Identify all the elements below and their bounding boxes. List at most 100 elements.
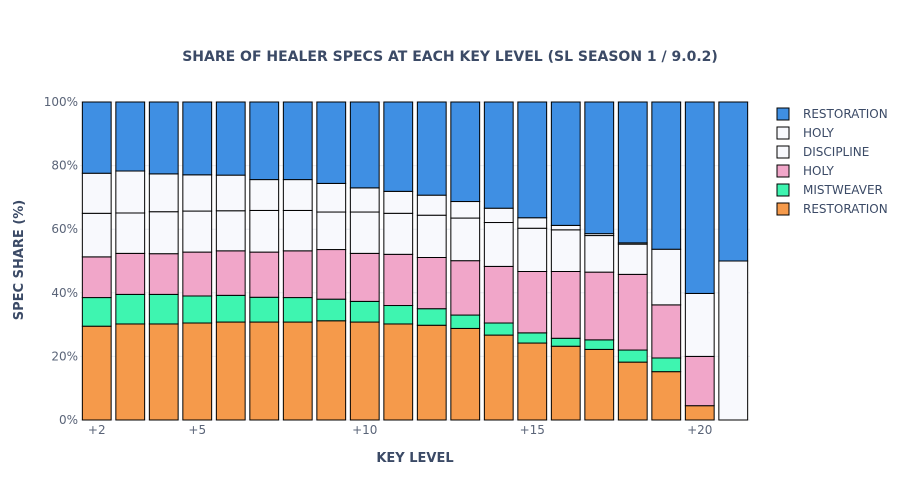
bar-segment-3-+11[interactable] — [383, 212, 414, 255]
bar-segment-4-+8[interactable] — [282, 179, 313, 211]
bar-segment-2-+7[interactable] — [249, 251, 280, 298]
bar-segment-2-+9[interactable] — [316, 249, 347, 300]
bar-segment-3-+14[interactable] — [483, 222, 514, 267]
bar-segment-0-+3[interactable] — [115, 323, 146, 421]
bar-segment-5-+14[interactable] — [483, 101, 514, 209]
bar-segment-3-+10[interactable] — [349, 211, 380, 254]
bar-segment-4-+16[interactable] — [550, 224, 581, 231]
bar-segment-1-+4[interactable] — [148, 293, 179, 325]
bar-segment-1-+6[interactable] — [215, 294, 246, 323]
bar-segment-3-+2[interactable] — [81, 212, 112, 258]
bar-segment-1-+12[interactable] — [416, 308, 447, 326]
bar-segment-2-+6[interactable] — [215, 250, 246, 296]
bar-segment-0-+10[interactable] — [349, 321, 380, 421]
bar-segment-2-+10[interactable] — [349, 252, 380, 302]
bar-segment-3-+9[interactable] — [316, 211, 347, 251]
bar-segment-3-+4[interactable] — [148, 211, 179, 255]
bar-segment-3-+16[interactable] — [550, 229, 581, 272]
bar-segment-4-+11[interactable] — [383, 190, 414, 214]
bar-segment-1-+17[interactable] — [584, 339, 615, 350]
bar-segment-0-+12[interactable] — [416, 324, 447, 421]
legend-item[interactable]: DISCIPLINE — [776, 145, 869, 159]
bar-segment-1-+8[interactable] — [282, 297, 313, 323]
bar-segment-1-+15[interactable] — [517, 332, 548, 344]
bar-segment-4-+15[interactable] — [517, 217, 548, 229]
bar-segment-5-+9[interactable] — [316, 101, 347, 184]
bar-segment-1-+2[interactable] — [81, 297, 112, 327]
bar-segment-2-+19[interactable] — [651, 304, 682, 359]
bar-segment-2-+17[interactable] — [584, 271, 615, 341]
bar-segment-4-+6[interactable] — [215, 174, 246, 212]
bar-segment-5-+13[interactable] — [450, 101, 481, 203]
bar-segment-5-+17[interactable] — [584, 101, 615, 235]
bar-segment-5-+19[interactable] — [651, 101, 682, 250]
bar-segment-4-+12[interactable] — [416, 194, 447, 216]
bar-segment-2-+15[interactable] — [517, 270, 548, 334]
bar-segment-0-+19[interactable] — [651, 371, 682, 421]
bar-segment-4-+3[interactable] — [115, 170, 146, 214]
bar-segment-5-+4[interactable] — [148, 101, 179, 175]
bar-segment-1-+9[interactable] — [316, 298, 347, 322]
bar-segment-1-+16[interactable] — [550, 337, 581, 347]
bar-segment-0-+11[interactable] — [383, 323, 414, 421]
bar-segment-4-+21[interactable] — [718, 260, 749, 421]
bar-segment-5-+2[interactable] — [81, 101, 112, 174]
bar-segment-1-+7[interactable] — [249, 296, 280, 323]
bar-segment-1-+13[interactable] — [450, 314, 481, 329]
bar-segment-5-+11[interactable] — [383, 101, 414, 192]
bars[interactable] — [81, 101, 749, 421]
bar-segment-3-+8[interactable] — [282, 209, 313, 252]
bar-segment-3-+5[interactable] — [182, 210, 213, 253]
legend[interactable]: RESTORATION HOLY DISCIPLINE HOLY MISTWEAVER R… — [776, 107, 888, 216]
bar-segment-0-+7[interactable] — [249, 321, 280, 421]
bar-segment-3-+19[interactable] — [651, 248, 682, 306]
bar-segment-4-+14[interactable] — [483, 207, 514, 224]
bar-segment-1-+10[interactable] — [349, 300, 380, 323]
bar-segment-1-+11[interactable] — [383, 305, 414, 325]
bar-segment-1-+19[interactable] — [651, 357, 682, 373]
legend-item[interactable]: HOLY — [776, 164, 835, 178]
bar-segment-0-+15[interactable] — [517, 342, 548, 421]
bar-segment-5-+6[interactable] — [215, 101, 246, 176]
bar-segment-4-+5[interactable] — [182, 174, 213, 212]
bar-segment-2-+2[interactable] — [81, 256, 112, 299]
bar-segment-0-+9[interactable] — [316, 320, 347, 421]
bar-segment-2-+16[interactable] — [550, 270, 581, 339]
bar-segment-5-+8[interactable] — [282, 101, 313, 181]
bar-segment-2-+5[interactable] — [182, 251, 213, 297]
bar-segment-0-+2[interactable] — [81, 325, 112, 421]
bar-segment-2-+14[interactable] — [483, 265, 514, 324]
bar-segment-1-+5[interactable] — [182, 295, 213, 324]
bar-segment-0-+20[interactable] — [684, 405, 715, 421]
bar-segment-4-+13[interactable] — [450, 201, 481, 219]
bar-segment-3-+15[interactable] — [517, 227, 548, 272]
bar-segment-0-+5[interactable] — [182, 322, 213, 421]
legend-item[interactable]: RESTORATION — [776, 202, 888, 216]
bar-segment-2-+11[interactable] — [383, 253, 414, 307]
bar-segment-2-+18[interactable] — [617, 273, 648, 351]
bar-segment-2-+13[interactable] — [450, 260, 481, 316]
bar-segment-5-+10[interactable] — [349, 101, 380, 189]
bar-segment-5-+3[interactable] — [115, 101, 146, 172]
bar-segment-4-+20[interactable] — [684, 292, 715, 357]
bar-segment-0-+17[interactable] — [584, 348, 615, 421]
bar-segment-0-+8[interactable] — [282, 321, 313, 421]
bar-segment-5-+16[interactable] — [550, 101, 581, 226]
bar-segment-0-+13[interactable] — [450, 327, 481, 421]
bar-segment-5-+15[interactable] — [517, 101, 548, 219]
bar-segment-4-+4[interactable] — [148, 173, 179, 213]
bar-segment-2-+3[interactable] — [115, 252, 146, 295]
bar-segment-0-+18[interactable] — [617, 361, 648, 421]
bar-segment-2-+4[interactable] — [148, 253, 179, 295]
bar-segment-5-+21[interactable] — [718, 101, 749, 262]
bar-segment-3-+18[interactable] — [617, 243, 648, 275]
bar-segment-2-+8[interactable] — [282, 250, 313, 299]
bar-segment-4-+10[interactable] — [349, 187, 380, 213]
bar-segment-0-+14[interactable] — [483, 334, 514, 421]
bar-segment-1-+14[interactable] — [483, 322, 514, 336]
bar-segment-4-+7[interactable] — [249, 179, 280, 211]
bar-segment-3-+7[interactable] — [249, 209, 280, 253]
bar-segment-3-+13[interactable] — [450, 217, 481, 262]
bar-segment-0-+16[interactable] — [550, 345, 581, 421]
bar-segment-0-+4[interactable] — [148, 323, 179, 421]
